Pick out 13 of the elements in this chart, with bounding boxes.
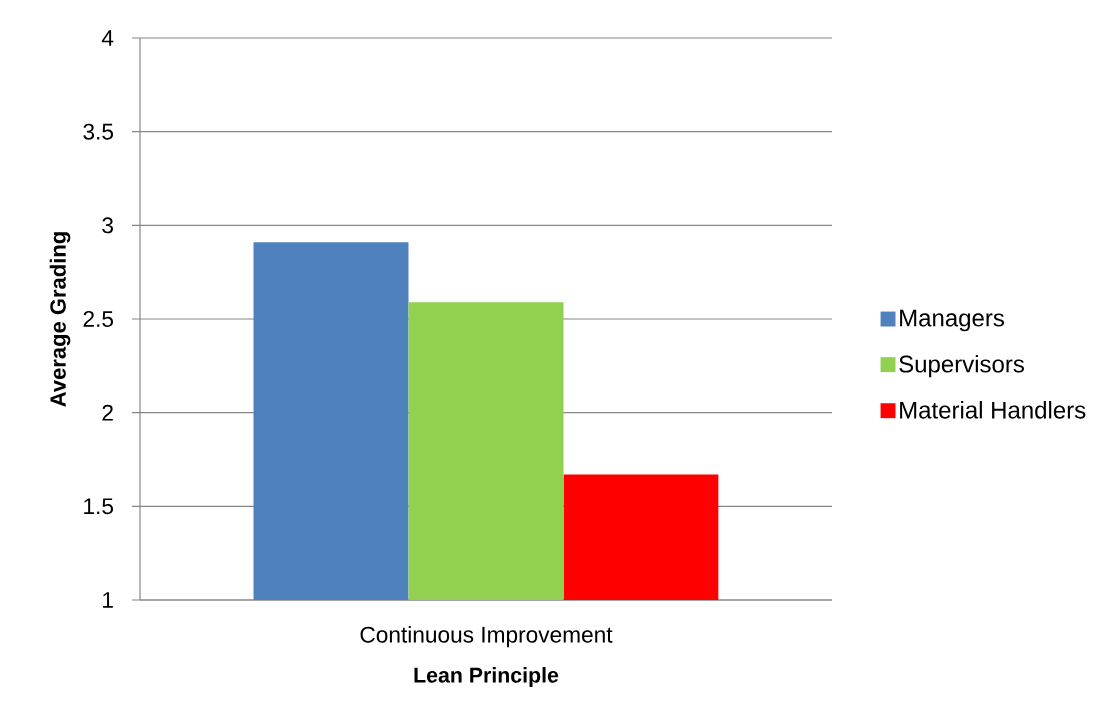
y-axis-title: Average Grading	[49, 232, 71, 407]
x-tick-label: Continuous Improvement	[360, 626, 613, 648]
legend-label: Supervisors	[899, 354, 1024, 378]
y-tick-label: 4	[101, 30, 114, 46]
x-axis-title: Lean Principle	[414, 667, 559, 687]
y-tick-label: 1.5	[84, 498, 113, 515]
y-tick-label: 2	[102, 404, 113, 421]
y-tick-label: 3.5	[83, 123, 113, 140]
legend-label: Managers	[900, 309, 1005, 332]
y-tick-label: 3	[102, 217, 113, 234]
y-tick-label: 2.5	[83, 310, 113, 328]
y-tick-label: 1	[103, 592, 113, 608]
legend-label: Material Handlers	[900, 401, 1086, 419]
